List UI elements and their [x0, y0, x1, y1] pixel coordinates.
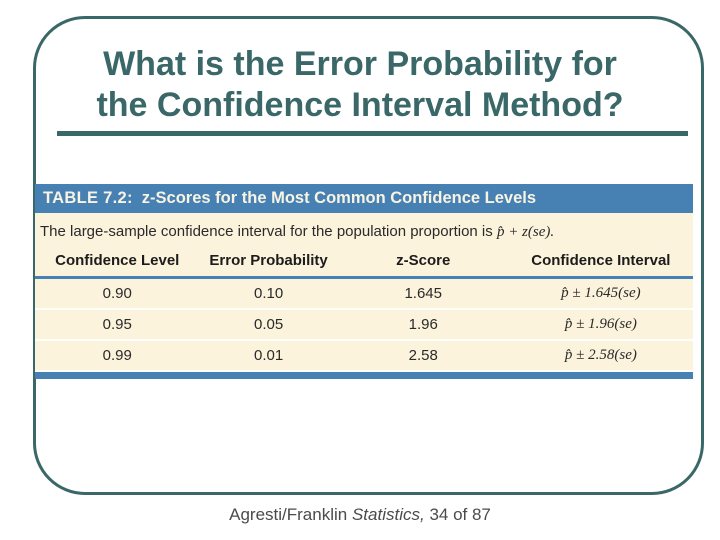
- cell-confidence-level: 0.90: [102, 285, 132, 302]
- table-title: z-Scores for the Most Common Confidence …: [141, 189, 537, 207]
- table-header-bar: TABLE 7.2: z-Scores for the Most Common …: [35, 184, 693, 213]
- caption-formula: p̂ + z(se).: [496, 224, 555, 240]
- title-underline: [57, 131, 688, 136]
- page-title: What is the Error Probability for the Co…: [0, 44, 720, 126]
- table-row: 0.90 0.10 1.645 p̂ ± 1.645(se): [35, 279, 693, 310]
- slide-footer: Agresti/Franklin Statistics, 34 of 87: [0, 505, 720, 525]
- column-header-error-probability: Error Probability: [209, 252, 328, 269]
- table-row: 0.95 0.05 1.96 p̂ ± 1.96(se): [35, 310, 693, 341]
- cell-error-probability: 0.10: [253, 285, 284, 302]
- footer-page-number: 34 of 87: [429, 505, 491, 524]
- column-header-confidence-interval: Confidence Interval: [531, 252, 671, 269]
- column-header-confidence-level: Confidence Level: [55, 252, 180, 269]
- cell-confidence-interval: p̂ ± 1.96(se): [564, 316, 637, 332]
- table-number-label: TABLE 7.2:: [43, 189, 133, 207]
- cell-error-probability: 0.01: [253, 347, 284, 364]
- header-rule: [35, 276, 693, 279]
- table-caption: The large-sample confidence interval for…: [35, 213, 693, 250]
- footer-authors: Agresti/Franklin: [229, 505, 348, 524]
- table-body: The large-sample confidence interval for…: [35, 213, 693, 379]
- cell-confidence-interval: p̂ ± 2.58(se): [564, 347, 637, 363]
- table-column-headers: Confidence Level Error Probability z-Sco…: [35, 250, 693, 276]
- confidence-table: TABLE 7.2: z-Scores for the Most Common …: [35, 184, 693, 379]
- table-bottom-rule: [35, 372, 693, 379]
- cell-z-score: 2.58: [408, 347, 438, 364]
- cell-z-score: 1.96: [408, 316, 438, 333]
- cell-z-score: 1.645: [404, 285, 442, 302]
- title-line-1: What is the Error Probability for: [103, 45, 617, 83]
- column-header-z-score: z-Score: [396, 252, 451, 269]
- footer-book-title: Statistics,: [351, 505, 425, 524]
- caption-text: The large-sample confidence interval for…: [40, 223, 493, 240]
- slide-border: [33, 16, 704, 495]
- cell-confidence-level: 0.99: [102, 347, 132, 364]
- table-row: 0.99 0.01 2.58 p̂ ± 2.58(se): [35, 341, 693, 372]
- cell-error-probability: 0.05: [253, 316, 284, 333]
- cell-confidence-interval: p̂ ± 1.645(se): [561, 285, 641, 301]
- title-line-2: the Confidence Interval Method?: [96, 86, 624, 124]
- cell-confidence-level: 0.95: [102, 316, 132, 333]
